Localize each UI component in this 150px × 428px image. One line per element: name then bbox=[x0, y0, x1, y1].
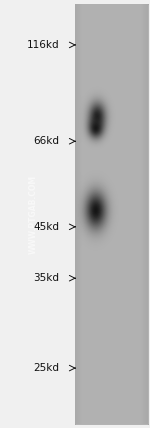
Bar bbox=[0, 0, 75, 428]
Text: 35kd: 35kd bbox=[33, 273, 59, 283]
Text: 25kd: 25kd bbox=[33, 363, 59, 373]
Text: 116kd: 116kd bbox=[26, 40, 59, 50]
Text: 66kd: 66kd bbox=[33, 136, 59, 146]
Text: WWW.PTGAB.COM: WWW.PTGAB.COM bbox=[28, 175, 38, 253]
Text: 45kd: 45kd bbox=[33, 222, 59, 232]
